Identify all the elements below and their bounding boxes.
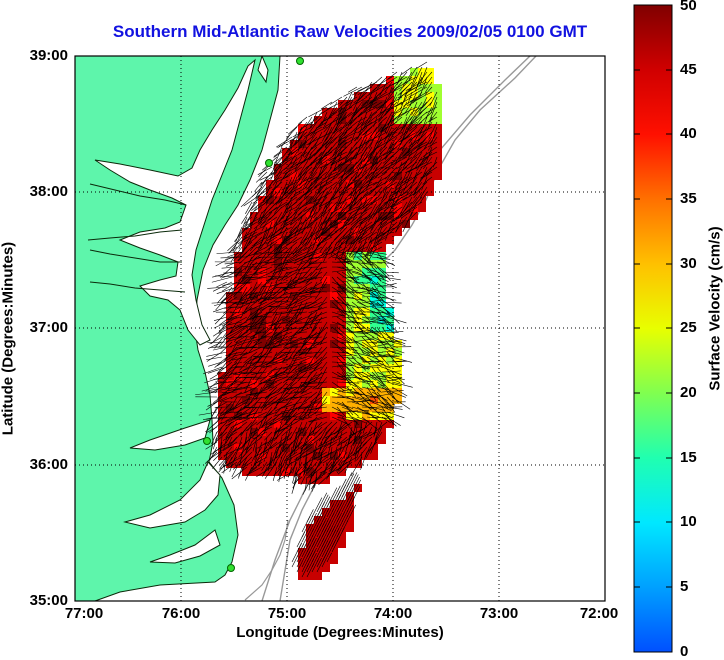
velocity-cell bbox=[322, 388, 330, 396]
x-tick-label: 73:00 bbox=[469, 605, 529, 622]
velocity-cell bbox=[306, 300, 314, 308]
velocity-cell bbox=[394, 228, 402, 236]
velocity-cell bbox=[330, 308, 338, 316]
velocity-cell bbox=[330, 380, 338, 388]
colorbar-label: Surface Velocity (cm/s) bbox=[707, 204, 724, 414]
station-north bbox=[297, 58, 304, 65]
velocity-cell bbox=[394, 356, 402, 364]
x-axis-label: Longitude (Degrees:Minutes) bbox=[160, 624, 520, 641]
colorbar-tick-label: 5 bbox=[680, 578, 720, 595]
velocity-cell bbox=[370, 452, 378, 460]
y-tick-label: 35:00 bbox=[6, 592, 68, 609]
velocity-cell bbox=[322, 268, 330, 276]
colorbar-tick-label: 15 bbox=[680, 449, 720, 466]
x-tick-label: 74:00 bbox=[363, 605, 423, 622]
velocity-cell bbox=[242, 468, 250, 476]
velocity-cell bbox=[218, 404, 226, 412]
velocity-cell bbox=[330, 556, 338, 564]
x-tick-label: 75:00 bbox=[257, 605, 317, 622]
velocity-cell bbox=[306, 388, 314, 396]
station-mid bbox=[266, 160, 273, 167]
velocity-cell bbox=[378, 260, 386, 268]
velocity-cell bbox=[426, 68, 434, 76]
velocity-cell bbox=[274, 236, 282, 244]
velocity-cell bbox=[322, 364, 330, 372]
velocity-cell bbox=[322, 340, 330, 348]
velocity-cell bbox=[330, 340, 338, 348]
velocity-cell bbox=[330, 364, 338, 372]
velocity-cell bbox=[330, 412, 338, 420]
velocity-cell bbox=[338, 540, 346, 548]
velocity-cell bbox=[322, 380, 330, 388]
x-tick-label: 76:00 bbox=[151, 605, 211, 622]
velocity-cell bbox=[346, 108, 354, 116]
velocity-cell bbox=[434, 172, 442, 180]
x-tick-label: 72:00 bbox=[569, 605, 629, 622]
velocity-cell bbox=[434, 132, 442, 140]
velocity-cell bbox=[322, 348, 330, 356]
colorbar-tick-label: 40 bbox=[680, 125, 720, 142]
velocity-cell bbox=[378, 436, 386, 444]
y-tick-label: 36:00 bbox=[6, 456, 68, 473]
velocity-cell bbox=[434, 116, 442, 124]
station-south bbox=[228, 565, 235, 572]
velocity-cell bbox=[434, 140, 442, 148]
velocity-cell bbox=[290, 204, 298, 212]
velocity-cell bbox=[434, 148, 442, 156]
velocity-cell bbox=[330, 420, 338, 428]
colorbar-tick-label: 10 bbox=[680, 513, 720, 530]
y-tick-label: 38:00 bbox=[6, 183, 68, 200]
velocity-cell bbox=[322, 404, 330, 412]
velocity-cell bbox=[306, 308, 314, 316]
colorbar-tick-label: 45 bbox=[680, 61, 720, 78]
velocity-cell bbox=[322, 420, 330, 428]
velocity-cell bbox=[298, 572, 306, 580]
velocity-cell bbox=[346, 524, 354, 532]
velocity-cell bbox=[322, 308, 330, 316]
velocity-cell bbox=[298, 372, 306, 380]
velocity-cell bbox=[314, 572, 322, 580]
velocity-cell bbox=[282, 380, 290, 388]
velocity-cell bbox=[418, 204, 426, 212]
velocity-cell bbox=[338, 220, 346, 228]
velocity-cell bbox=[274, 348, 282, 356]
velocity-cell bbox=[378, 244, 386, 252]
colorbar-tick-label: 50 bbox=[680, 0, 720, 14]
velocity-cell bbox=[402, 220, 410, 228]
velocity-cell bbox=[322, 260, 330, 268]
velocity-cell bbox=[266, 364, 274, 372]
velocity-cell bbox=[434, 84, 442, 92]
station-hatteras bbox=[204, 438, 211, 445]
velocity-cell bbox=[426, 180, 434, 188]
colorbar-tick-label: 0 bbox=[680, 643, 720, 660]
y-tick-label: 39:00 bbox=[6, 47, 68, 64]
y-axis-label: Latitude (Degrees:Minutes) bbox=[0, 219, 17, 459]
velocity-cell bbox=[226, 396, 234, 404]
